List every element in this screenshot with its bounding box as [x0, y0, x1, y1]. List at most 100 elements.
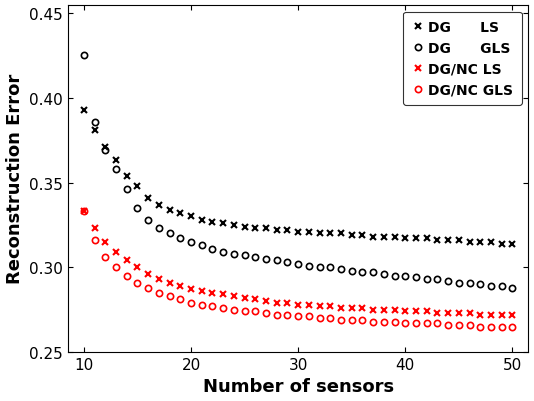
- DG/NC LS: [391, 308, 398, 312]
- DG      GLS: [156, 226, 162, 231]
- DG/NC GLS: [498, 324, 505, 329]
- DG      LS: [209, 220, 216, 225]
- DG/NC LS: [456, 311, 462, 316]
- DG/NC LS: [434, 311, 441, 316]
- DG      GLS: [209, 247, 216, 251]
- DG/NC GLS: [316, 316, 323, 321]
- DG      LS: [263, 226, 269, 231]
- DG/NC GLS: [241, 309, 248, 314]
- DG/NC GLS: [188, 301, 194, 306]
- DG/NC LS: [156, 277, 162, 282]
- DG/NC LS: [295, 302, 301, 307]
- DG      GLS: [252, 255, 258, 260]
- DG      LS: [316, 231, 323, 236]
- DG      GLS: [81, 54, 87, 59]
- Line: DG      LS: DG LS: [81, 107, 516, 247]
- DG/NC GLS: [220, 306, 226, 311]
- DG      GLS: [134, 206, 140, 211]
- DG/NC GLS: [305, 314, 312, 319]
- DG      LS: [338, 231, 344, 236]
- X-axis label: Number of sensors: Number of sensors: [202, 377, 394, 395]
- DG      GLS: [456, 280, 462, 285]
- DG      GLS: [445, 279, 451, 284]
- DG/NC GLS: [156, 291, 162, 296]
- DG/NC LS: [305, 302, 312, 307]
- DG/NC LS: [113, 250, 119, 255]
- DG/NC LS: [145, 272, 151, 277]
- DG/NC GLS: [209, 304, 216, 309]
- DG/NC LS: [81, 209, 87, 214]
- DG      GLS: [273, 258, 280, 263]
- DG/NC GLS: [456, 323, 462, 328]
- DG      GLS: [188, 240, 194, 245]
- DG/NC GLS: [381, 319, 387, 324]
- DG/NC GLS: [273, 312, 280, 317]
- DG      GLS: [284, 260, 290, 265]
- DG/NC GLS: [413, 321, 419, 326]
- DG      LS: [349, 233, 355, 238]
- DG      GLS: [423, 277, 430, 282]
- DG/NC GLS: [349, 318, 355, 322]
- DG      LS: [156, 203, 162, 207]
- DG/NC LS: [188, 287, 194, 292]
- DG/NC GLS: [445, 323, 451, 328]
- DG/NC GLS: [359, 318, 366, 322]
- DG/NC LS: [209, 291, 216, 296]
- DG      GLS: [359, 270, 366, 275]
- DG/NC GLS: [113, 265, 119, 270]
- DG/NC GLS: [391, 319, 398, 324]
- DG      GLS: [349, 269, 355, 273]
- DG/NC LS: [177, 284, 184, 289]
- DG      LS: [456, 238, 462, 243]
- DG      LS: [402, 237, 409, 241]
- DG      LS: [241, 225, 248, 229]
- DG      GLS: [413, 275, 419, 280]
- DG/NC GLS: [177, 297, 184, 302]
- DG/NC LS: [284, 301, 290, 306]
- DG/NC LS: [220, 292, 226, 297]
- DG/NC GLS: [252, 309, 258, 314]
- DG/NC GLS: [402, 321, 409, 326]
- DG      LS: [477, 240, 483, 245]
- DG      LS: [327, 231, 334, 236]
- DG/NC GLS: [477, 324, 483, 329]
- DG/NC GLS: [167, 294, 173, 299]
- DG/NC GLS: [327, 316, 334, 321]
- DG      GLS: [327, 265, 334, 270]
- DG/NC LS: [381, 308, 387, 312]
- DG      GLS: [391, 273, 398, 278]
- DG/NC LS: [167, 280, 173, 285]
- DG/NC LS: [423, 309, 430, 314]
- DG      GLS: [466, 280, 473, 285]
- DG      LS: [284, 228, 290, 233]
- DG      LS: [252, 226, 258, 231]
- DG      GLS: [370, 270, 376, 275]
- DG      GLS: [263, 257, 269, 261]
- DG      GLS: [145, 218, 151, 223]
- DG      GLS: [381, 272, 387, 277]
- DG/NC GLS: [199, 302, 205, 307]
- DG      GLS: [220, 250, 226, 255]
- DG      GLS: [295, 262, 301, 267]
- Line: DG/NC GLS: DG/NC GLS: [81, 209, 515, 330]
- DG      GLS: [167, 231, 173, 236]
- Line: DG/NC LS: DG/NC LS: [81, 209, 516, 318]
- DG      GLS: [402, 273, 409, 278]
- DG      LS: [445, 238, 451, 243]
- DG/NC LS: [199, 289, 205, 294]
- DG/NC GLS: [434, 321, 441, 326]
- DG/NC GLS: [466, 323, 473, 328]
- DG/NC GLS: [284, 312, 290, 317]
- DG      LS: [509, 241, 516, 246]
- DG      GLS: [123, 187, 130, 192]
- DG/NC LS: [509, 312, 516, 317]
- DG/NC LS: [91, 226, 98, 231]
- DG      LS: [123, 174, 130, 179]
- DG      LS: [370, 235, 376, 239]
- DG/NC LS: [349, 306, 355, 311]
- DG      LS: [434, 238, 441, 243]
- DG      GLS: [477, 282, 483, 287]
- DG/NC GLS: [91, 238, 98, 243]
- DG      LS: [145, 196, 151, 200]
- DG/NC LS: [498, 312, 505, 317]
